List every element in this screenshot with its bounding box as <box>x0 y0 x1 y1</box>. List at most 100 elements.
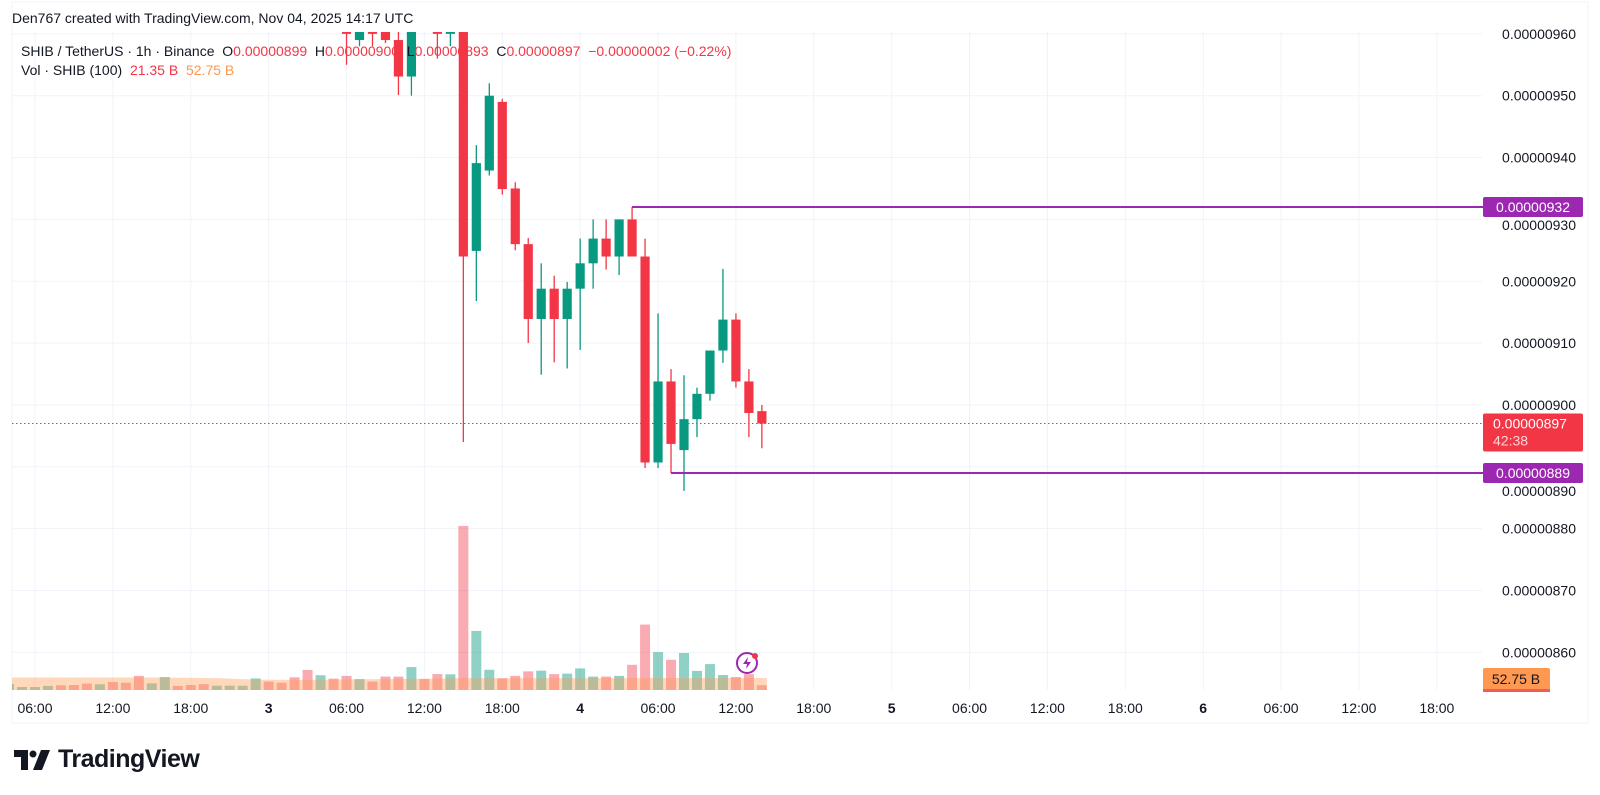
time-tick-label: 3 <box>265 700 273 716</box>
time-tick-label: 06:00 <box>329 700 364 716</box>
symbol-legend: SHIB / TetherUS · 1h · Binance O0.000008… <box>21 43 731 59</box>
open-label: O <box>222 43 234 59</box>
open-value: 0.00000899 <box>233 43 308 59</box>
candle <box>627 207 637 257</box>
volume-bar <box>704 664 715 690</box>
time-tick-label: 18:00 <box>1108 700 1143 716</box>
volume-bar <box>679 652 689 690</box>
volume-bar <box>55 685 66 690</box>
time-tick-label: 18:00 <box>173 700 208 716</box>
price-tick-label: 0.00000920 <box>1502 273 1576 289</box>
candle <box>757 404 767 449</box>
candle-body <box>757 411 767 424</box>
candle <box>588 219 598 289</box>
volume-ma-value: 52.75 B <box>185 62 235 78</box>
level-price-text: 0.00000889 <box>1496 465 1570 481</box>
candle-body <box>341 32 352 34</box>
volume-bar <box>575 668 586 690</box>
volume-bar <box>68 685 79 690</box>
volume-bar <box>17 687 28 690</box>
candle <box>523 237 533 344</box>
volume-bar <box>302 670 313 690</box>
volume-bar <box>419 679 430 690</box>
candle-body <box>627 219 637 257</box>
volume-bar <box>133 675 144 690</box>
volume-bar <box>42 685 53 690</box>
symbol-name[interactable]: SHIB / TetherUS · 1h · Binance <box>21 43 215 59</box>
candle-body <box>354 32 365 41</box>
candle <box>549 275 559 363</box>
candle <box>731 313 741 388</box>
volume-legend: Vol · SHIB (100) 21.35 B 52.75 B <box>21 62 234 78</box>
overlays <box>12 206 1483 474</box>
chart-frame <box>11 1 1589 724</box>
volume-bar <box>666 659 677 690</box>
candle <box>666 369 676 473</box>
volume-bar <box>497 678 508 690</box>
volume-bar <box>393 676 404 690</box>
candle-body <box>653 381 663 463</box>
volume-bar <box>341 675 352 690</box>
candle <box>510 182 520 251</box>
price-tick-label: 0.00000890 <box>1502 483 1576 499</box>
created-by-text: Den767 created with TradingView.com, Nov… <box>12 10 414 26</box>
candle <box>380 32 391 44</box>
candle <box>354 32 365 47</box>
time-axis[interactable]: 06:00 12:00 18:00 3 06:00 12:00 18:00 4 06:00 12:… <box>17 700 1454 716</box>
candle-body <box>731 319 741 382</box>
candle <box>406 32 417 96</box>
price-axis[interactable]: 0.00000960 0.00000950 0.00000940 0.00000930… <box>1502 26 1576 661</box>
volume-bar <box>458 525 469 690</box>
price-tick-label: 0.00000950 <box>1502 88 1576 104</box>
price-tick-label: 0.00000880 <box>1502 521 1576 537</box>
volume-bar <box>717 675 728 690</box>
candle-body <box>666 381 676 444</box>
volume-bar <box>159 677 170 690</box>
time-tick-label: 18:00 <box>796 700 831 716</box>
volume-bar <box>12 684 15 690</box>
volume-bar <box>743 674 754 690</box>
low-label: L <box>406 43 415 59</box>
candle-body <box>692 393 702 420</box>
volume-bar <box>536 670 547 690</box>
candle <box>679 375 689 491</box>
candle <box>744 369 754 438</box>
candles <box>341 32 767 491</box>
change-value: −0.00000002 (−0.22%) <box>588 43 732 59</box>
volume-bar <box>146 683 157 690</box>
candle-body <box>640 256 650 463</box>
volume-bar <box>211 685 222 690</box>
candle <box>575 238 585 350</box>
time-tick-label: 12:00 <box>718 700 753 716</box>
lightning-icon[interactable] <box>736 652 758 674</box>
candle <box>484 83 494 176</box>
candle-body <box>575 263 585 289</box>
candle-body <box>536 288 546 319</box>
volume-bar <box>328 678 339 690</box>
close-label: C <box>496 43 507 59</box>
volume-bar <box>354 679 365 690</box>
volume-bar <box>107 682 118 690</box>
candle <box>536 263 546 375</box>
candle <box>653 313 663 469</box>
candle-body <box>523 244 533 319</box>
time-tick-label: 12:00 <box>407 700 442 716</box>
candle-body <box>705 350 715 394</box>
candle-body <box>744 381 754 413</box>
volume-bar <box>510 675 521 690</box>
tradingview-logo[interactable]: TradingView <box>14 745 200 774</box>
volume-badge-strip <box>1483 689 1550 693</box>
candle <box>601 219 611 270</box>
volume-bar <box>432 674 443 690</box>
volume-bar <box>691 670 702 690</box>
time-tick-label: 12:00 <box>1341 700 1376 716</box>
volume-bar <box>263 681 274 690</box>
time-tick-label: 18:00 <box>485 700 520 716</box>
candle-body <box>432 32 442 34</box>
price-tick-label: 0.00000870 <box>1502 583 1576 599</box>
level-price-badge <box>1483 462 1583 483</box>
volume-label[interactable]: Vol · SHIB (100) <box>21 62 123 78</box>
low-value: 0.00000893 <box>414 43 489 59</box>
